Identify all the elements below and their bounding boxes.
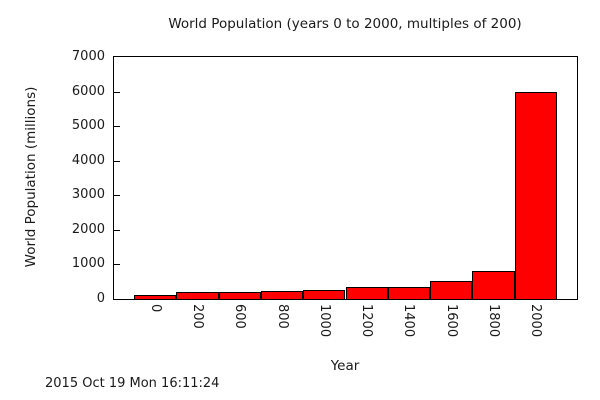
- y-tick-label-6000: 6000: [71, 84, 105, 99]
- y-tick-label-4000: 4000: [71, 153, 105, 168]
- bar-year-0: [134, 295, 177, 299]
- bar-year-200: [176, 292, 219, 299]
- bar-year-800: [260, 291, 304, 299]
- bar-year-1600: [430, 281, 473, 299]
- x-tick-label-1400: 1400: [401, 304, 416, 338]
- y-tick-label-3000: 3000: [71, 187, 105, 202]
- y-tick-label-0: 0: [96, 291, 105, 306]
- timestamp: 2015 Oct 19 Mon 16:11:24: [45, 376, 220, 391]
- x-axis-label: Year: [330, 358, 360, 374]
- x-tick-label-200: 200: [190, 304, 205, 329]
- y-tick-label-7000: 7000: [71, 49, 105, 64]
- y-tick-label-5000: 5000: [71, 118, 105, 133]
- y-tick-label-2000: 2000: [71, 222, 105, 237]
- y-tick-mark-4000: [114, 161, 120, 162]
- x-tick-label-1800: 1800: [486, 304, 501, 338]
- y-tick-mark-2000: [114, 230, 120, 231]
- bar-year-2000: [514, 92, 557, 299]
- y-axis-label: World Population (millions): [23, 86, 39, 268]
- bar-year-1000: [303, 290, 346, 299]
- bar-year-1400: [387, 287, 431, 299]
- bar-year-1200: [345, 287, 388, 299]
- y-tick-mark-5000: [114, 126, 120, 127]
- x-tick-label-800: 800: [275, 304, 290, 329]
- x-tick-label-1600: 1600: [444, 304, 459, 338]
- y-tick-mark-6000: [114, 92, 120, 93]
- x-tick-label-600: 600: [232, 304, 247, 329]
- chart-title: World Population (years 0 to 2000, multi…: [168, 16, 522, 32]
- x-tick-label-1000: 1000: [317, 304, 332, 338]
- x-tick-label-1200: 1200: [359, 304, 374, 338]
- y-tick-mark-3000: [114, 195, 120, 196]
- plot-area: [113, 56, 578, 300]
- y-tick-mark-1000: [114, 264, 120, 265]
- y-tick-label-1000: 1000: [71, 256, 105, 271]
- bar-year-1800: [472, 271, 515, 299]
- bar-year-600: [218, 292, 261, 299]
- x-tick-label-0: 0: [148, 304, 163, 313]
- x-tick-label-2000: 2000: [528, 304, 543, 338]
